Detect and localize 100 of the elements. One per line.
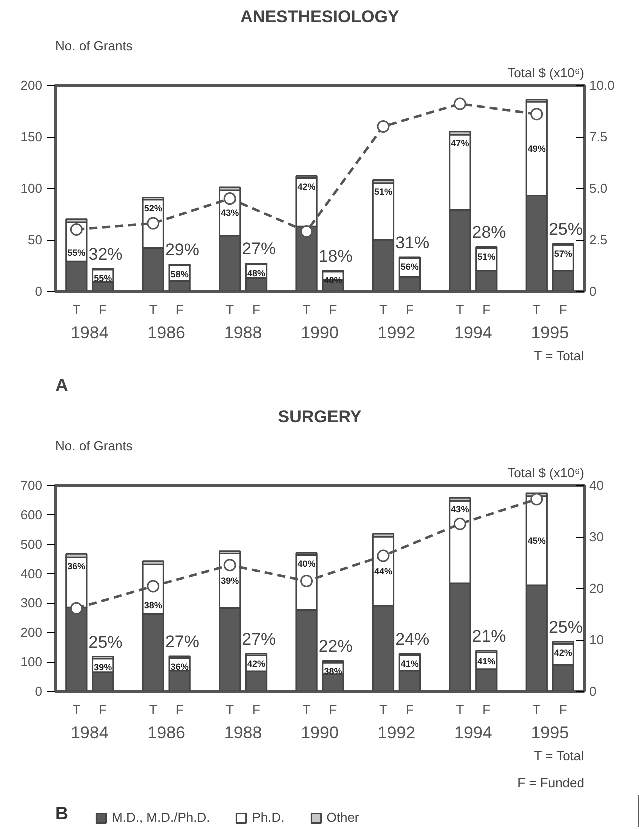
legend-label: Other <box>326 810 360 825</box>
text: 1992 <box>378 324 416 342</box>
point <box>377 120 390 133</box>
text: 1984 <box>70 724 109 742</box>
y-tick-label: 0 <box>35 284 43 299</box>
annotation: 39% <box>94 662 112 672</box>
annotation: 40% <box>298 558 316 569</box>
y2-tick-label: 0 <box>590 284 597 299</box>
legend-label: Ph.D. <box>252 810 285 825</box>
y-axis-title: No. of Grants <box>56 38 134 54</box>
y-tick-label: 150 <box>20 130 43 144</box>
annotation: 29% <box>165 240 200 260</box>
y-tick-label: 500 <box>20 536 43 552</box>
y2-tick-label: 5.0 <box>590 181 608 196</box>
y2-axis-title: Total $ (x10⁶) <box>508 466 585 480</box>
annotation: 42% <box>298 182 316 192</box>
text: T = Total <box>534 348 584 364</box>
y2-tick-label: 7.5 <box>590 130 608 144</box>
text: T = Total <box>534 748 584 764</box>
text: 1984 <box>70 324 109 342</box>
annotation: 25% <box>548 618 584 638</box>
annotation: 27% <box>242 240 276 259</box>
text: B <box>56 804 68 824</box>
annotation: 44% <box>374 566 392 576</box>
y-tick-label: 200 <box>20 625 43 640</box>
annotation: 24% <box>396 630 430 649</box>
y2-tick-label: 40 <box>590 478 604 493</box>
y-tick-label: 50 <box>28 232 43 248</box>
text: 1994 <box>454 724 492 742</box>
x-tick-label: T <box>380 702 388 718</box>
point <box>224 559 236 572</box>
text: 1995 <box>531 724 570 742</box>
x-tick-label: T <box>532 302 541 318</box>
chart-title: SURGERY <box>278 408 362 426</box>
y-tick-label: 200 <box>20 78 43 93</box>
annotation: 31% <box>396 234 430 253</box>
x-tick-label: T <box>149 302 158 318</box>
y-tick-label: 400 <box>20 566 43 582</box>
x-tick-label: T <box>302 702 311 718</box>
point <box>224 192 236 206</box>
text: 1990 <box>301 324 339 342</box>
annotation: 41% <box>478 656 496 666</box>
x-tick-label: F <box>329 702 338 718</box>
x-tick-label: T <box>72 702 81 718</box>
y-tick-label: 100 <box>20 654 43 670</box>
x-tick-label: F <box>559 702 568 718</box>
x-tick-label: F <box>99 302 108 318</box>
annotation: 25% <box>548 220 584 240</box>
x-tick-label: T <box>226 302 234 318</box>
annotation: 18% <box>318 246 353 266</box>
x-tick-label: F <box>176 302 184 318</box>
annotation: 47% <box>451 138 470 149</box>
text: 1986 <box>148 724 186 742</box>
annotation: 58% <box>170 269 189 280</box>
text: A <box>56 376 68 396</box>
y2-tick-label: 0 <box>590 684 597 699</box>
x-tick-label: F <box>329 302 338 318</box>
x-tick-label: F <box>482 302 491 318</box>
x-tick-label: F <box>99 702 108 718</box>
annotation: 45% <box>528 536 546 546</box>
annotation: 51% <box>374 187 392 197</box>
annotation: 32% <box>88 244 123 264</box>
y2-axis-title: Total $ (x10⁶) <box>508 66 585 80</box>
y2-tick-label: 30 <box>590 530 604 544</box>
x-tick-label: T <box>456 702 464 718</box>
annotation: 43% <box>221 208 240 218</box>
chart-title: ANESTHESIOLOGY <box>240 8 400 26</box>
y2-tick-label: 20 <box>590 581 604 596</box>
x-tick-label: F <box>482 702 491 718</box>
y-axis-title: No. of Grants <box>56 438 134 454</box>
legend-label: M.D., M.D./Ph.D. <box>112 810 210 825</box>
annotation: 41% <box>400 658 419 669</box>
annotation: 39% <box>221 576 240 586</box>
point <box>530 493 544 506</box>
y-tick-label: 600 <box>20 507 43 522</box>
text: 1988 <box>224 724 262 742</box>
annotation: 48% <box>248 268 266 278</box>
annotation: 36% <box>170 662 189 672</box>
x-tick-label: F <box>406 302 414 318</box>
point <box>300 575 314 588</box>
annotation: 42% <box>554 648 572 658</box>
text: F = Funded <box>518 776 585 790</box>
y2-tick-label: 10.0 <box>590 78 615 93</box>
point <box>454 98 466 110</box>
text: 1988 <box>224 324 262 342</box>
annotation: 27% <box>165 632 200 652</box>
text: 1986 <box>148 324 186 342</box>
annotation: 36% <box>68 561 86 572</box>
annotation: 55% <box>68 248 86 258</box>
x-tick-label: T <box>302 302 311 318</box>
annotation: 27% <box>242 630 276 649</box>
annotation: 38% <box>144 600 162 610</box>
x-tick-label: T <box>226 702 234 718</box>
annotation: 42% <box>248 659 266 670</box>
annotation: 25% <box>88 632 123 652</box>
y-tick-label: 0 <box>35 684 43 699</box>
point <box>70 602 83 615</box>
annotation: 51% <box>478 252 496 262</box>
annotation: 21% <box>472 626 506 646</box>
y-tick-label: 700 <box>20 478 43 493</box>
